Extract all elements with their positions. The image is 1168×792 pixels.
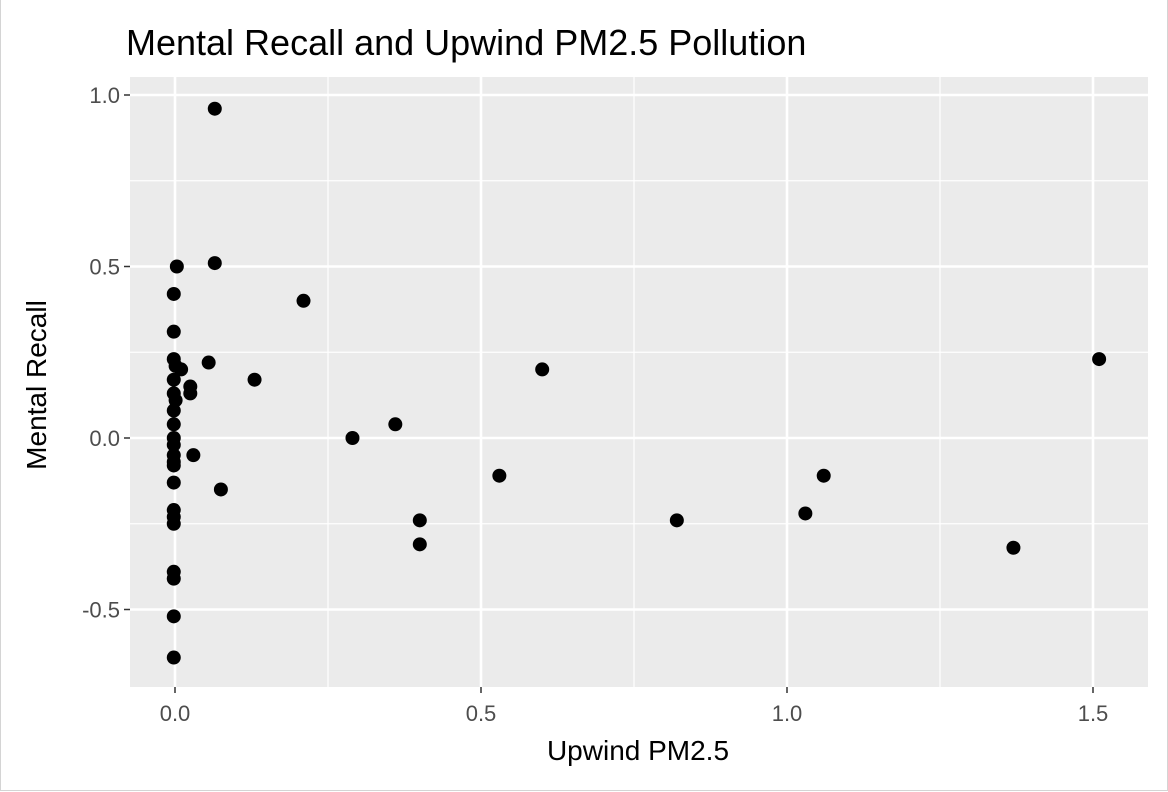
data-point xyxy=(207,101,222,116)
x-tick-label: 0.5 xyxy=(466,701,497,726)
data-point xyxy=(166,609,181,624)
major-gridlines xyxy=(130,77,1148,687)
data-point xyxy=(166,458,181,473)
minor-gridlines xyxy=(130,77,1148,687)
x-tick-label: 1.0 xyxy=(772,701,803,726)
data-point xyxy=(207,256,222,271)
data-point xyxy=(345,431,360,445)
data-point xyxy=(492,468,507,483)
y-tick-label: 1.0 xyxy=(89,83,120,108)
data-point xyxy=(166,324,181,339)
data-point xyxy=(166,516,181,531)
plot-panel xyxy=(130,77,1148,687)
data-point xyxy=(247,372,262,387)
data-point xyxy=(412,537,427,552)
x-tick-label: 1.5 xyxy=(1078,701,1109,726)
data-point xyxy=(174,362,189,377)
data-point xyxy=(166,286,181,301)
data-point xyxy=(166,403,181,418)
data-point xyxy=(166,475,181,490)
y-tick-label: -0.5 xyxy=(82,598,120,623)
data-point xyxy=(296,293,311,308)
y-tick-label: 0.5 xyxy=(89,255,120,280)
data-point xyxy=(816,468,831,483)
data-point xyxy=(1006,540,1021,555)
data-point xyxy=(166,372,181,387)
data-point xyxy=(183,386,198,401)
data-point xyxy=(201,355,216,370)
data-point xyxy=(166,650,181,665)
data-point xyxy=(166,571,181,586)
data-point xyxy=(213,482,228,497)
x-tick-label: 0.0 xyxy=(160,701,191,726)
data-point xyxy=(535,362,550,377)
x-axis-title: Upwind PM2.5 xyxy=(547,735,729,766)
chart-title: Mental Recall and Upwind PM2.5 Pollution xyxy=(126,22,806,63)
data-point xyxy=(412,513,427,528)
data-point xyxy=(186,448,201,463)
y-axis: 1.0 0.5 0.0 -0.5 xyxy=(82,83,130,623)
data-points xyxy=(166,101,1107,665)
x-axis: 0.0 0.5 1.0 1.5 xyxy=(160,687,1109,726)
y-tick-label: 0.0 xyxy=(89,426,120,451)
data-point xyxy=(1092,352,1107,367)
data-point xyxy=(166,437,181,452)
data-point xyxy=(169,259,184,274)
data-point xyxy=(166,417,181,432)
y-axis-title: Mental Recall xyxy=(21,300,52,470)
data-point xyxy=(388,417,403,432)
data-point xyxy=(798,506,813,521)
data-point xyxy=(669,513,684,528)
